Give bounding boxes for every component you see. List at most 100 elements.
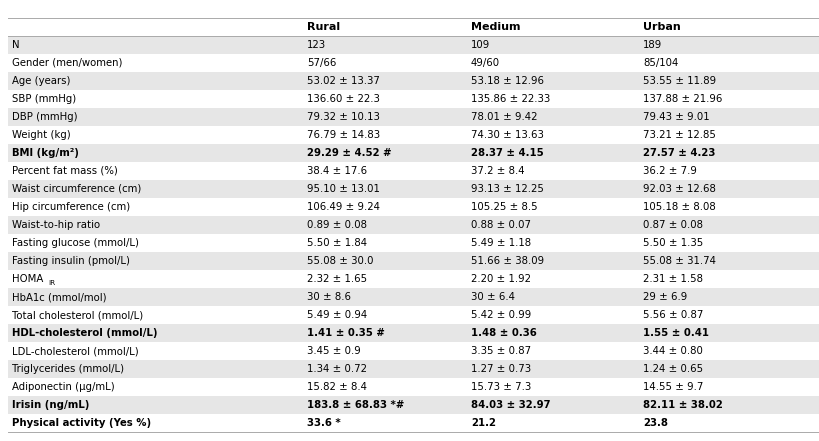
Text: 95.10 ± 13.01: 95.10 ± 13.01 xyxy=(307,184,380,194)
Text: Urban: Urban xyxy=(643,22,681,32)
Text: Total cholesterol (mmol/L): Total cholesterol (mmol/L) xyxy=(12,310,143,320)
Text: Waist-to-hip ratio: Waist-to-hip ratio xyxy=(12,220,101,230)
Text: 5.42 ± 0.99: 5.42 ± 0.99 xyxy=(471,310,532,320)
Text: 85/104: 85/104 xyxy=(643,58,678,68)
Text: 2.20 ± 1.92: 2.20 ± 1.92 xyxy=(471,274,531,284)
Text: 5.50 ± 1.84: 5.50 ± 1.84 xyxy=(307,238,367,248)
Text: 79.43 ± 9.01: 79.43 ± 9.01 xyxy=(643,112,709,122)
Text: 36.2 ± 7.9: 36.2 ± 7.9 xyxy=(643,166,697,176)
Text: Gender (men/women): Gender (men/women) xyxy=(12,58,123,68)
Text: 137.88 ± 21.96: 137.88 ± 21.96 xyxy=(643,94,722,104)
Text: 37.2 ± 8.4: 37.2 ± 8.4 xyxy=(471,166,524,176)
Text: Triglycerides (mmol/L): Triglycerides (mmol/L) xyxy=(12,364,124,374)
Text: 0.87 ± 0.08: 0.87 ± 0.08 xyxy=(643,220,703,230)
Text: 49/60: 49/60 xyxy=(471,58,500,68)
Text: 92.03 ± 12.68: 92.03 ± 12.68 xyxy=(643,184,716,194)
Text: DBP (mmHg): DBP (mmHg) xyxy=(12,112,78,122)
Text: 82.11 ± 38.02: 82.11 ± 38.02 xyxy=(643,400,723,410)
Text: 1.55 ± 0.41: 1.55 ± 0.41 xyxy=(643,328,709,338)
Text: 79.32 ± 10.13: 79.32 ± 10.13 xyxy=(307,112,380,122)
Bar xyxy=(8,324,819,342)
Text: 53.18 ± 12.96: 53.18 ± 12.96 xyxy=(471,76,544,86)
Bar xyxy=(8,396,819,414)
Text: Waist circumference (cm): Waist circumference (cm) xyxy=(12,184,142,194)
Text: Percent fat mass (%): Percent fat mass (%) xyxy=(12,166,118,176)
Bar xyxy=(8,306,819,324)
Text: 1.34 ± 0.72: 1.34 ± 0.72 xyxy=(307,364,367,374)
Text: 29.29 ± 4.52 #: 29.29 ± 4.52 # xyxy=(307,148,391,158)
Bar xyxy=(8,72,819,90)
Bar xyxy=(8,90,819,108)
Text: 1.41 ± 0.35 #: 1.41 ± 0.35 # xyxy=(307,328,385,338)
Text: 3.35 ± 0.87: 3.35 ± 0.87 xyxy=(471,346,531,356)
Text: 15.73 ± 7.3: 15.73 ± 7.3 xyxy=(471,382,532,392)
Text: 73.21 ± 12.85: 73.21 ± 12.85 xyxy=(643,130,716,140)
Text: N: N xyxy=(12,40,20,50)
Text: LDL-cholesterol (mmol/L): LDL-cholesterol (mmol/L) xyxy=(12,346,139,356)
Bar xyxy=(8,54,819,72)
Text: 30 ± 8.6: 30 ± 8.6 xyxy=(307,292,351,302)
Text: 53.02 ± 13.37: 53.02 ± 13.37 xyxy=(307,76,380,86)
Text: 78.01 ± 9.42: 78.01 ± 9.42 xyxy=(471,112,537,122)
Text: 38.4 ± 17.6: 38.4 ± 17.6 xyxy=(307,166,367,176)
Text: 74.30 ± 13.63: 74.30 ± 13.63 xyxy=(471,130,544,140)
Text: 2.31 ± 1.58: 2.31 ± 1.58 xyxy=(643,274,703,284)
Text: 27.57 ± 4.23: 27.57 ± 4.23 xyxy=(643,148,715,158)
Text: 15.82 ± 8.4: 15.82 ± 8.4 xyxy=(307,382,367,392)
Text: 183.8 ± 68.83 *#: 183.8 ± 68.83 *# xyxy=(307,400,405,410)
Bar xyxy=(8,414,819,432)
Text: SBP (mmHg): SBP (mmHg) xyxy=(12,94,76,104)
Bar xyxy=(8,162,819,180)
Text: 55.08 ± 31.74: 55.08 ± 31.74 xyxy=(643,256,716,266)
Text: Physical activity (Yes %): Physical activity (Yes %) xyxy=(12,418,152,428)
Text: 28.37 ± 4.15: 28.37 ± 4.15 xyxy=(471,148,544,158)
Text: 23.8: 23.8 xyxy=(643,418,668,428)
Bar xyxy=(8,216,819,234)
Text: 51.66 ± 38.09: 51.66 ± 38.09 xyxy=(471,256,544,266)
Text: 1.27 ± 0.73: 1.27 ± 0.73 xyxy=(471,364,531,374)
Bar xyxy=(8,36,819,54)
Text: 189: 189 xyxy=(643,40,663,50)
Text: 2.32 ± 1.65: 2.32 ± 1.65 xyxy=(307,274,367,284)
Text: Rural: Rural xyxy=(307,22,340,32)
Bar xyxy=(8,198,819,216)
Text: 76.79 ± 14.83: 76.79 ± 14.83 xyxy=(307,130,380,140)
Text: 53.55 ± 11.89: 53.55 ± 11.89 xyxy=(643,76,716,86)
Text: 5.49 ± 1.18: 5.49 ± 1.18 xyxy=(471,238,531,248)
Text: 3.45 ± 0.9: 3.45 ± 0.9 xyxy=(307,346,361,356)
Text: 5.49 ± 0.94: 5.49 ± 0.94 xyxy=(307,310,368,320)
Text: 84.03 ± 32.97: 84.03 ± 32.97 xyxy=(471,400,550,410)
Text: Fasting glucose (mmol/L): Fasting glucose (mmol/L) xyxy=(12,238,139,248)
Text: Hip circumference (cm): Hip circumference (cm) xyxy=(12,202,130,212)
Text: Weight (kg): Weight (kg) xyxy=(12,130,71,140)
Text: HbA1c (mmol/mol): HbA1c (mmol/mol) xyxy=(12,292,107,302)
Text: 21.2: 21.2 xyxy=(471,418,496,428)
Bar xyxy=(8,270,819,288)
Text: Adiponectin (µg/mL): Adiponectin (µg/mL) xyxy=(12,382,115,392)
Text: 29 ± 6.9: 29 ± 6.9 xyxy=(643,292,687,302)
Text: 14.55 ± 9.7: 14.55 ± 9.7 xyxy=(643,382,704,392)
Text: Medium: Medium xyxy=(471,22,520,32)
Bar xyxy=(8,180,819,198)
Text: 3.44 ± 0.80: 3.44 ± 0.80 xyxy=(643,346,703,356)
Text: IR: IR xyxy=(48,280,56,286)
Bar xyxy=(8,288,819,306)
Text: Irisin (ng/mL): Irisin (ng/mL) xyxy=(12,400,89,410)
Bar xyxy=(8,360,819,378)
Text: 105.18 ± 8.08: 105.18 ± 8.08 xyxy=(643,202,716,212)
Bar xyxy=(8,234,819,252)
Text: HOMA: HOMA xyxy=(12,274,43,284)
Bar xyxy=(8,252,819,270)
Text: 105.25 ± 8.5: 105.25 ± 8.5 xyxy=(471,202,537,212)
Text: 109: 109 xyxy=(471,40,491,50)
Text: 5.50 ± 1.35: 5.50 ± 1.35 xyxy=(643,238,704,248)
Bar xyxy=(8,126,819,144)
Text: 123: 123 xyxy=(307,40,326,50)
Bar xyxy=(8,18,819,36)
Text: HDL-cholesterol (mmol/L): HDL-cholesterol (mmol/L) xyxy=(12,328,158,338)
Text: 30 ± 6.4: 30 ± 6.4 xyxy=(471,292,515,302)
Text: BMI (kg/m²): BMI (kg/m²) xyxy=(12,148,79,158)
Text: 0.89 ± 0.08: 0.89 ± 0.08 xyxy=(307,220,367,230)
Text: 1.24 ± 0.65: 1.24 ± 0.65 xyxy=(643,364,703,374)
Text: 33.6 *: 33.6 * xyxy=(307,418,341,428)
